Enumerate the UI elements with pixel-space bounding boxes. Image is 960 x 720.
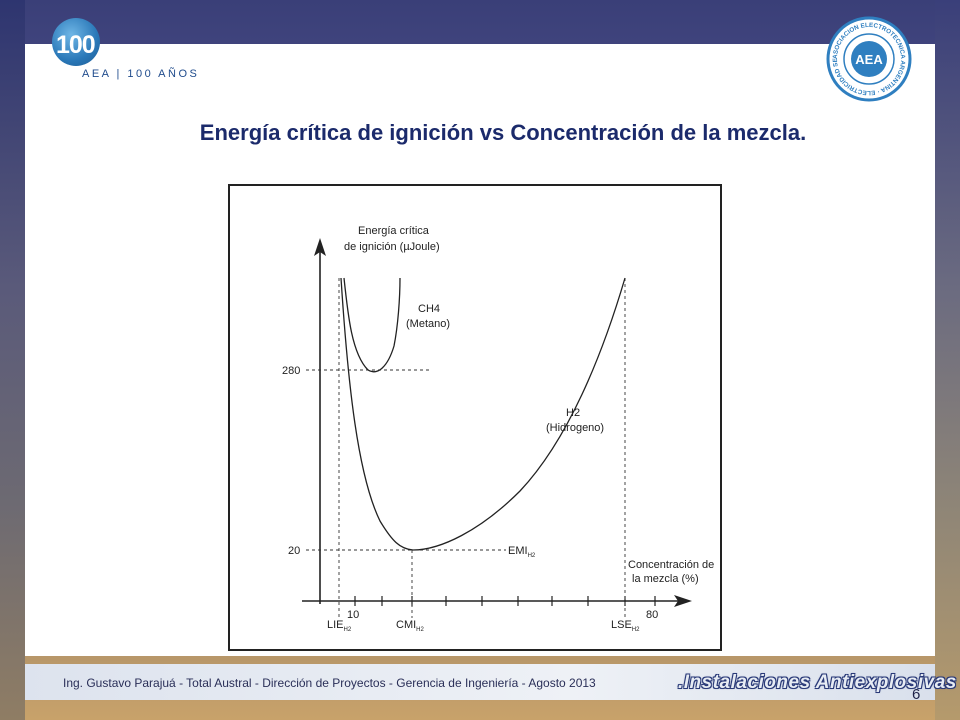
- y-axis-label-line2: de ignición (µJoule): [344, 241, 440, 253]
- ignition-energy-diagram: Energía crítica de ignición (µJoule) CH4…: [228, 184, 722, 651]
- emi-label: EMIH2: [508, 545, 536, 559]
- y-axis-label-line1: Energía crítica: [358, 225, 430, 237]
- lse-label: LSEH2: [611, 619, 640, 633]
- x-axis-arrow: [674, 595, 692, 607]
- slide-title: Energía crítica de ignición vs Concentra…: [199, 120, 807, 145]
- y-tick-20: 20: [288, 545, 300, 557]
- lie-label: LIEH2: [327, 619, 352, 633]
- background-right-strip: [935, 0, 960, 720]
- ch4-label-line1: CH4: [418, 303, 440, 315]
- diagram-canvas: Energía crítica de ignición (µJoule) CH4…: [282, 225, 714, 633]
- h2-label-line1: H2: [566, 407, 580, 419]
- aea-100-logo: [52, 18, 100, 66]
- y-tick-280: 280: [282, 365, 300, 377]
- ch4-curve: [343, 277, 401, 373]
- h2-label-line2: (Hidrogeno): [546, 422, 604, 434]
- footer-credit: Ing. Gustavo Parajuá - Total Austral - D…: [63, 676, 596, 690]
- footer-brand: .Instalaciones Antiexplosivas: [678, 672, 957, 693]
- x-axis-label-line1: Concentración de: [628, 559, 714, 571]
- x-tick-80: 80: [646, 609, 658, 621]
- guide-lines: [306, 278, 626, 618]
- h2-curve: [340, 277, 626, 551]
- background-left-strip: [0, 0, 25, 720]
- seal-center-text: AEA: [855, 52, 883, 67]
- ch4-label-line2: (Metano): [406, 318, 450, 330]
- x-axis-label-line2: la mezcla (%): [632, 573, 699, 585]
- aea-100-logo-caption: AEA | 100 AÑOS: [82, 68, 200, 80]
- page-number: 6: [912, 686, 921, 703]
- aea-seal-logo: ASOCIACION ELECTROTECNICA ARGENTINA · EL…: [826, 16, 912, 102]
- y-axis-arrow: [314, 238, 326, 256]
- x-tick-10: 10: [347, 609, 359, 621]
- footer-bar: [25, 664, 935, 700]
- aea-100-logo-number: 100: [56, 31, 96, 59]
- cmi-label: CMIH2: [396, 619, 425, 633]
